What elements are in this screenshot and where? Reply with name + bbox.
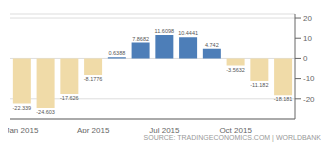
svg-text:Jan 2015: Jan 2015: [8, 126, 39, 133]
svg-text:-22.339: -22.339: [13, 105, 32, 111]
svg-text:-18.181: -18.181: [274, 96, 293, 102]
svg-text:-24.603: -24.603: [36, 109, 55, 115]
html-text:SOURCE: TRADINGECONOMICS.COM |: SOURCE: TRADINGECONOMICS.COM | WORLDBANK: [143, 134, 321, 141]
svg-text:0.6388: 0.6388: [108, 50, 125, 56]
svg-text:Apr 2015: Apr 2015: [77, 126, 110, 133]
svg-text:10: 10: [303, 34, 312, 43]
svg-text:-8.1776: -8.1776: [84, 76, 103, 82]
svg-text:10.4441: 10.4441: [178, 30, 198, 36]
svg-text:-20: -20: [303, 95, 315, 104]
svg-text:11.6098: 11.6098: [155, 28, 174, 34]
svg-text:Oct 2015: Oct 2015: [219, 126, 252, 133]
svg-text:0: 0: [303, 54, 308, 63]
svg-text:-11.182: -11.182: [250, 82, 268, 88]
svg-text:-17.626: -17.626: [60, 95, 79, 101]
svg-text:Jul 2015: Jul 2015: [149, 126, 180, 133]
svg-text:4.742: 4.742: [205, 42, 219, 48]
svg-text:-3.5632: -3.5632: [226, 67, 245, 73]
svg-text:7.8682: 7.8682: [132, 36, 149, 42]
svg-text:-10: -10: [303, 74, 315, 83]
svg-text:20: 20: [303, 14, 312, 23]
